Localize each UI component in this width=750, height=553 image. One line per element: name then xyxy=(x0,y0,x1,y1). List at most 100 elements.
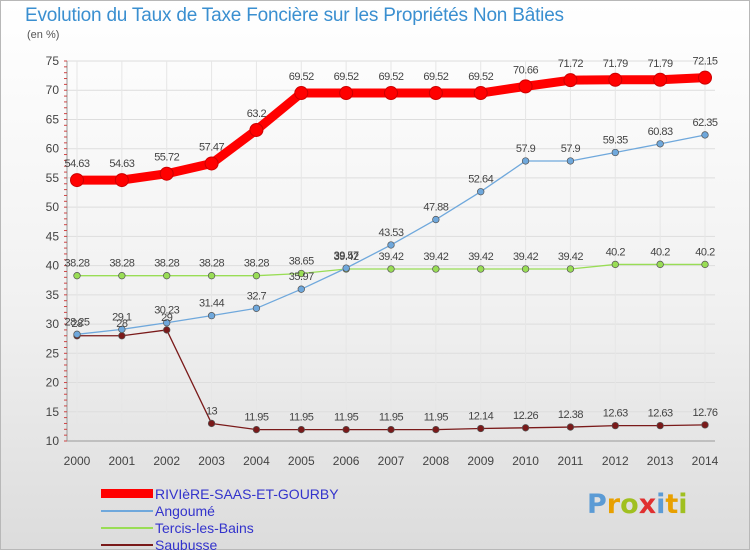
legend-label-tercis: Tercis-les-Bains xyxy=(155,519,254,536)
series-point-1 xyxy=(342,264,350,272)
y-tick-label: 15 xyxy=(46,405,60,419)
x-tick-label: 2008 xyxy=(423,454,450,468)
series-point-3 xyxy=(701,421,709,429)
series-point-3 xyxy=(566,423,575,431)
data-label-1: 29.1 xyxy=(112,311,132,323)
series-point-3 xyxy=(656,421,664,430)
series-point-1 xyxy=(477,188,485,196)
legend-label-riviere: RIVIèRE-SAAS-ET-GOURBY xyxy=(155,485,339,502)
x-tick-label: 2006 xyxy=(333,454,360,468)
legend-item-tercis: Tercis-les-Bains xyxy=(101,519,339,536)
series-point-0 xyxy=(204,156,219,171)
series-point-0 xyxy=(698,70,712,85)
legend-swatch-tercis xyxy=(101,526,153,529)
data-label-3: 28 xyxy=(71,318,83,330)
data-label-3: 11.95 xyxy=(244,412,269,424)
series-point-3 xyxy=(342,425,350,434)
series-point-0 xyxy=(70,173,84,188)
series-point-3 xyxy=(252,425,261,434)
series-point-1 xyxy=(701,131,709,139)
series-point-0 xyxy=(249,122,264,137)
logo-letter: r xyxy=(606,489,621,520)
data-label-2: 38.28 xyxy=(109,258,134,270)
series-point-0 xyxy=(294,86,309,101)
series-point-2 xyxy=(611,260,619,269)
series-point-3 xyxy=(163,326,171,334)
data-label-1: 59.35 xyxy=(603,134,628,146)
data-label-3: 11.95 xyxy=(334,412,359,424)
legend-label-saubusse: Saubusse xyxy=(155,536,218,553)
legend-item-angoume: Angoumé xyxy=(101,502,339,519)
data-label-1: 43.53 xyxy=(378,227,403,239)
legend-item-riviere: RIVIèRE-SAAS-ET-GOURBY xyxy=(101,485,339,502)
y-tick-label: 65 xyxy=(46,112,60,126)
data-label-1: 60.83 xyxy=(648,126,673,138)
data-label-1: 47.88 xyxy=(423,202,448,214)
x-tick-label: 2000 xyxy=(64,454,91,468)
series-point-2 xyxy=(297,269,305,278)
series-point-2 xyxy=(207,272,216,280)
data-label-2: 39.42 xyxy=(513,251,538,263)
data-label-1: 32.7 xyxy=(247,290,267,302)
series-point-3 xyxy=(387,425,395,434)
x-tick-label: 2013 xyxy=(647,454,674,468)
series-point-0 xyxy=(653,72,668,87)
data-label-3: 13 xyxy=(206,405,218,417)
data-label-0: 69.52 xyxy=(334,71,359,83)
data-label-0: 55.72 xyxy=(154,152,179,164)
data-label-0: 71.72 xyxy=(558,58,583,70)
proxiti-logo: Proxiti xyxy=(587,489,688,520)
logo-letter: o xyxy=(620,489,639,520)
logo-letter: i xyxy=(678,489,688,520)
series-point-1 xyxy=(611,148,619,157)
line-chart: 10 15 20 25 30 35 40 45 50 55 60 65 70 75 2000 2001 2002… xyxy=(46,54,719,468)
legend-label-angoume: Angoumé xyxy=(155,502,215,519)
data-label-2: 40.2 xyxy=(695,246,715,258)
data-label-2: 38.65 xyxy=(289,256,314,268)
data-label-0: 69.52 xyxy=(378,71,403,83)
x-tick-label: 2003 xyxy=(198,454,225,468)
series-point-1 xyxy=(656,140,664,148)
data-label-3: 12.76 xyxy=(692,407,717,419)
series-point-1 xyxy=(163,319,171,327)
y-tick-label: 10 xyxy=(46,434,60,448)
series-point-1 xyxy=(252,304,261,312)
series-point-2 xyxy=(656,260,664,269)
data-label-2: 39.42 xyxy=(378,251,403,263)
data-label-1: 28.25 xyxy=(64,316,89,328)
series-point-2 xyxy=(252,272,261,280)
y-tick-label: 50 xyxy=(46,200,60,214)
y-tick-label: 75 xyxy=(46,54,60,68)
series-point-0 xyxy=(608,72,623,87)
legend-swatch-saubusse xyxy=(101,543,153,546)
legend-swatch-riviere xyxy=(101,489,153,498)
series-point-3 xyxy=(477,424,485,433)
series-point-0 xyxy=(473,86,488,101)
data-label-2: 39.42 xyxy=(558,251,583,263)
data-label-1: 62.35 xyxy=(692,117,717,129)
x-tick-label: 2009 xyxy=(467,454,494,468)
data-label-0: 71.79 xyxy=(603,58,628,70)
data-label-3: 11.95 xyxy=(379,412,404,424)
data-label-1: 57.9 xyxy=(561,143,581,155)
data-label-0: 54.63 xyxy=(64,158,89,170)
data-label-1: 52.64 xyxy=(468,174,493,186)
unit-label: (en %) xyxy=(27,29,60,41)
series-point-0 xyxy=(159,166,174,181)
series-point-3 xyxy=(118,332,126,340)
x-tick-label: 2014 xyxy=(692,454,719,468)
data-label-2: 38.28 xyxy=(244,258,269,270)
data-label-2: 38.28 xyxy=(154,258,179,270)
data-label-0: 69.52 xyxy=(289,71,314,83)
data-label-1: 39.57 xyxy=(334,250,359,262)
series-point-1 xyxy=(566,157,575,165)
y-tick-label: 60 xyxy=(46,142,60,156)
series-point-2 xyxy=(521,265,530,273)
series-point-2 xyxy=(73,272,81,280)
series-point-2 xyxy=(432,265,440,273)
series-point-1 xyxy=(297,285,305,293)
data-label-3: 12.38 xyxy=(558,409,583,421)
logo-letter: P xyxy=(587,489,607,520)
data-label-1: 57.9 xyxy=(516,143,536,155)
series-point-1 xyxy=(118,325,126,333)
